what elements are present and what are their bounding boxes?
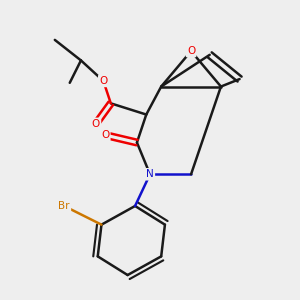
Text: O: O xyxy=(101,130,109,140)
Text: Br: Br xyxy=(58,201,70,211)
Text: O: O xyxy=(99,76,107,86)
Text: O: O xyxy=(187,46,195,56)
Text: O: O xyxy=(92,119,100,129)
Text: N: N xyxy=(146,169,154,179)
